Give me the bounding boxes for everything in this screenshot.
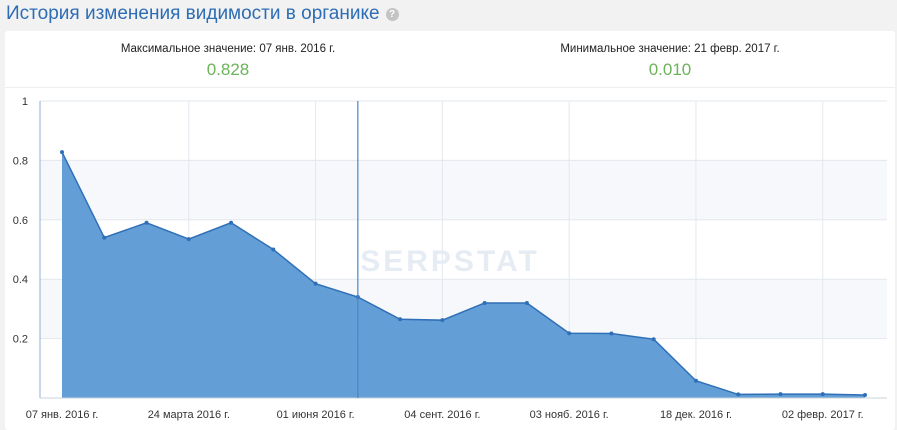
x-tick-label: 02 февр. 2017 г. xyxy=(782,409,864,421)
x-tick-label: 07 янв. 2016 г. xyxy=(26,409,99,421)
min-stat: Минимальное значение: 21 февр. 2017 г. 0… xyxy=(520,43,820,80)
y-tick-label: 0.2 xyxy=(13,334,28,346)
data-point xyxy=(863,393,867,398)
question-circle-icon[interactable]: ? xyxy=(385,7,399,21)
data-point xyxy=(524,300,529,305)
data-point xyxy=(186,237,191,242)
y-tick-label: 0.4 xyxy=(13,274,28,286)
data-point xyxy=(482,300,487,305)
data-point xyxy=(102,235,107,240)
data-point xyxy=(567,331,572,336)
y-tick-label: 0.6 xyxy=(13,215,28,227)
data-point xyxy=(778,392,783,397)
data-point xyxy=(693,378,698,383)
data-point xyxy=(820,392,825,397)
data-point xyxy=(313,281,318,286)
max-stat: Максимальное значение: 07 янв. 2016 г. 0… xyxy=(78,43,378,80)
serpstat-watermark: SERPSTAT xyxy=(360,245,540,278)
title-text: История изменения видимости в органике xyxy=(6,3,380,24)
min-value: 0.010 xyxy=(648,60,692,79)
x-tick-label: 18 дек. 2016 г. xyxy=(660,409,732,421)
x-tick-label: 04 сент. 2016 г. xyxy=(404,409,480,421)
area-fill xyxy=(62,152,865,398)
data-point xyxy=(651,337,656,342)
data-point xyxy=(60,150,64,155)
grid-band xyxy=(40,160,887,220)
x-tick-label: 03 нояб. 2016 г. xyxy=(530,409,609,421)
data-point xyxy=(271,247,276,252)
data-point xyxy=(229,220,234,225)
min-label: Минимальное значение: 21 февр. 2017 г. xyxy=(560,43,780,55)
data-point xyxy=(609,331,614,336)
x-tick-label: 24 марта 2016 г. xyxy=(148,409,230,421)
data-point xyxy=(144,220,149,225)
page-title: История изменения видимости в органике ? xyxy=(6,3,399,25)
divider xyxy=(5,87,895,88)
y-tick-label: 1 xyxy=(22,96,28,108)
max-label: Максимальное значение: 07 янв. 2016 г. xyxy=(120,43,336,55)
data-point xyxy=(398,317,403,322)
x-tick-label: 01 июня 2016 г. xyxy=(277,409,355,421)
y-tick-label: 0.8 xyxy=(13,155,28,167)
series-line xyxy=(61,151,866,396)
data-point xyxy=(440,318,445,323)
data-point xyxy=(736,392,741,397)
max-value: 0.828 xyxy=(206,60,250,79)
